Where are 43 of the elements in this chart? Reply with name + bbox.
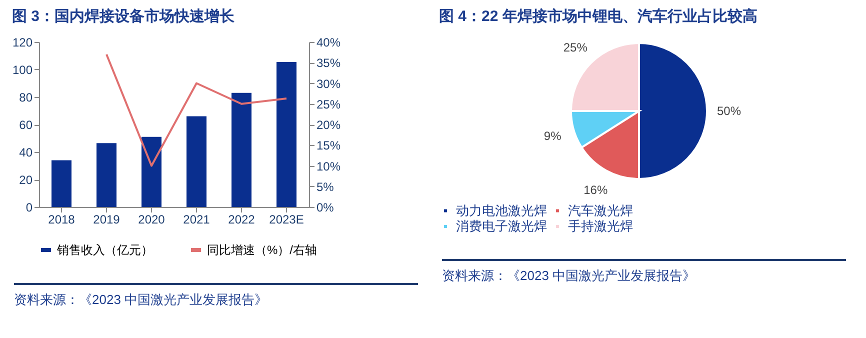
bar bbox=[276, 62, 296, 207]
y-tick-label: 60 bbox=[19, 118, 33, 132]
y-tick-label: 80 bbox=[19, 90, 33, 104]
data-label: 16% bbox=[584, 182, 608, 197]
legend-label: 手持激光焊 bbox=[568, 218, 633, 234]
bar bbox=[232, 92, 252, 207]
x-tick-label: 2020 bbox=[138, 212, 166, 226]
x-tick-label: 2023E bbox=[269, 212, 304, 226]
x-tick-label: 2022 bbox=[228, 212, 256, 226]
text: 资料来源：《2023 中国激光产业发展报告》 bbox=[442, 259, 846, 285]
y-tick-label: 40 bbox=[19, 146, 33, 160]
legend-label: 同比增速（%）/右轴 bbox=[207, 243, 318, 257]
y2-tick-label: 25% bbox=[316, 97, 341, 112]
bar bbox=[96, 143, 116, 207]
y2-tick-label: 10% bbox=[316, 159, 341, 174]
x-tick-label: 2019 bbox=[93, 212, 120, 226]
text: 资料来源：《2023 中国激光产业发展报告》 bbox=[14, 283, 418, 309]
legend-label: 消费电子激光焊 bbox=[456, 218, 547, 234]
y2-tick-label: 20% bbox=[316, 118, 341, 132]
y-tick-label: 20 bbox=[19, 173, 33, 187]
y2-tick-label: 30% bbox=[316, 76, 341, 91]
x-tick-label: 2018 bbox=[48, 212, 76, 226]
y2-tick-label: 15% bbox=[316, 138, 341, 153]
legend-label: 动力电池激光焊 bbox=[456, 202, 547, 218]
y2-tick-label: 35% bbox=[316, 56, 341, 70]
y-tick-label: 100 bbox=[12, 63, 33, 77]
chart-title: 图 3：国内焊接设备市场快速增长 bbox=[12, 7, 236, 25]
data-label: 9% bbox=[544, 129, 562, 144]
bar bbox=[142, 136, 162, 207]
line-series bbox=[106, 53, 288, 167]
bar bbox=[52, 160, 72, 207]
legend-label: 销售收入（亿元） bbox=[56, 243, 153, 257]
bar bbox=[186, 116, 206, 207]
data-label: 25% bbox=[563, 40, 588, 54]
y2-tick-label: 0% bbox=[316, 200, 334, 214]
y2-tick-label: 5% bbox=[316, 180, 334, 194]
x-tick-label: 2021 bbox=[183, 212, 210, 226]
y2-tick-label: 40% bbox=[316, 36, 341, 50]
y-tick-label: 120 bbox=[12, 36, 33, 50]
y-tick-label: 0 bbox=[26, 200, 33, 214]
legend-label: 汽车激光焊 bbox=[568, 202, 633, 218]
data-label: 50% bbox=[716, 104, 742, 118]
chart-title: 图 4：22 年焊接市场中锂电、汽车行业占比较高 bbox=[439, 7, 758, 25]
